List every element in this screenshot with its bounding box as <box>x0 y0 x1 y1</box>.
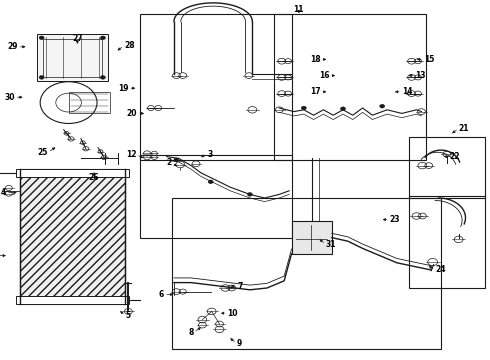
Text: 3: 3 <box>207 150 213 158</box>
Text: 28: 28 <box>124 41 135 50</box>
Text: 20: 20 <box>127 109 137 118</box>
Circle shape <box>39 76 44 79</box>
Bar <box>16 169 129 177</box>
Bar <box>37 34 108 81</box>
Bar <box>140 155 292 238</box>
Circle shape <box>39 36 44 40</box>
Bar <box>409 137 485 198</box>
Text: 23: 23 <box>390 215 400 224</box>
Bar <box>274 14 426 160</box>
Text: 9: 9 <box>237 338 242 348</box>
Text: 26: 26 <box>89 173 99 181</box>
Circle shape <box>100 36 105 40</box>
Circle shape <box>100 76 105 79</box>
Bar <box>20 169 125 304</box>
Text: 11: 11 <box>294 4 304 13</box>
Text: 24: 24 <box>435 266 445 274</box>
Text: 12: 12 <box>126 150 136 159</box>
Text: 30: 30 <box>4 93 15 102</box>
Text: 27: 27 <box>72 34 83 43</box>
Text: 5: 5 <box>125 310 130 320</box>
Text: 14: 14 <box>402 87 412 96</box>
Bar <box>292 221 332 254</box>
Text: 16: 16 <box>319 71 329 80</box>
Bar <box>69 92 110 113</box>
Bar <box>172 198 441 349</box>
Circle shape <box>208 180 213 184</box>
Circle shape <box>174 158 179 162</box>
Text: 29: 29 <box>7 42 18 51</box>
Text: 22: 22 <box>450 152 460 161</box>
Bar <box>140 14 292 160</box>
Circle shape <box>247 193 252 196</box>
Text: 7: 7 <box>238 282 243 291</box>
Text: 4: 4 <box>0 188 6 197</box>
Text: 31: 31 <box>326 240 336 248</box>
Circle shape <box>380 104 385 108</box>
Text: 17: 17 <box>310 87 320 96</box>
Bar <box>16 296 129 304</box>
Text: 8: 8 <box>188 328 194 337</box>
Text: 21: 21 <box>459 124 469 133</box>
Circle shape <box>301 106 306 110</box>
Bar <box>409 196 485 288</box>
Text: 18: 18 <box>310 55 320 64</box>
Text: 25: 25 <box>38 148 48 157</box>
Text: 13: 13 <box>416 71 426 80</box>
Text: 10: 10 <box>227 309 237 318</box>
Bar <box>43 39 102 77</box>
Text: 2: 2 <box>167 158 172 167</box>
Text: 6: 6 <box>159 290 164 299</box>
Circle shape <box>341 107 345 111</box>
Text: 15: 15 <box>424 55 434 64</box>
Text: 19: 19 <box>118 84 128 93</box>
